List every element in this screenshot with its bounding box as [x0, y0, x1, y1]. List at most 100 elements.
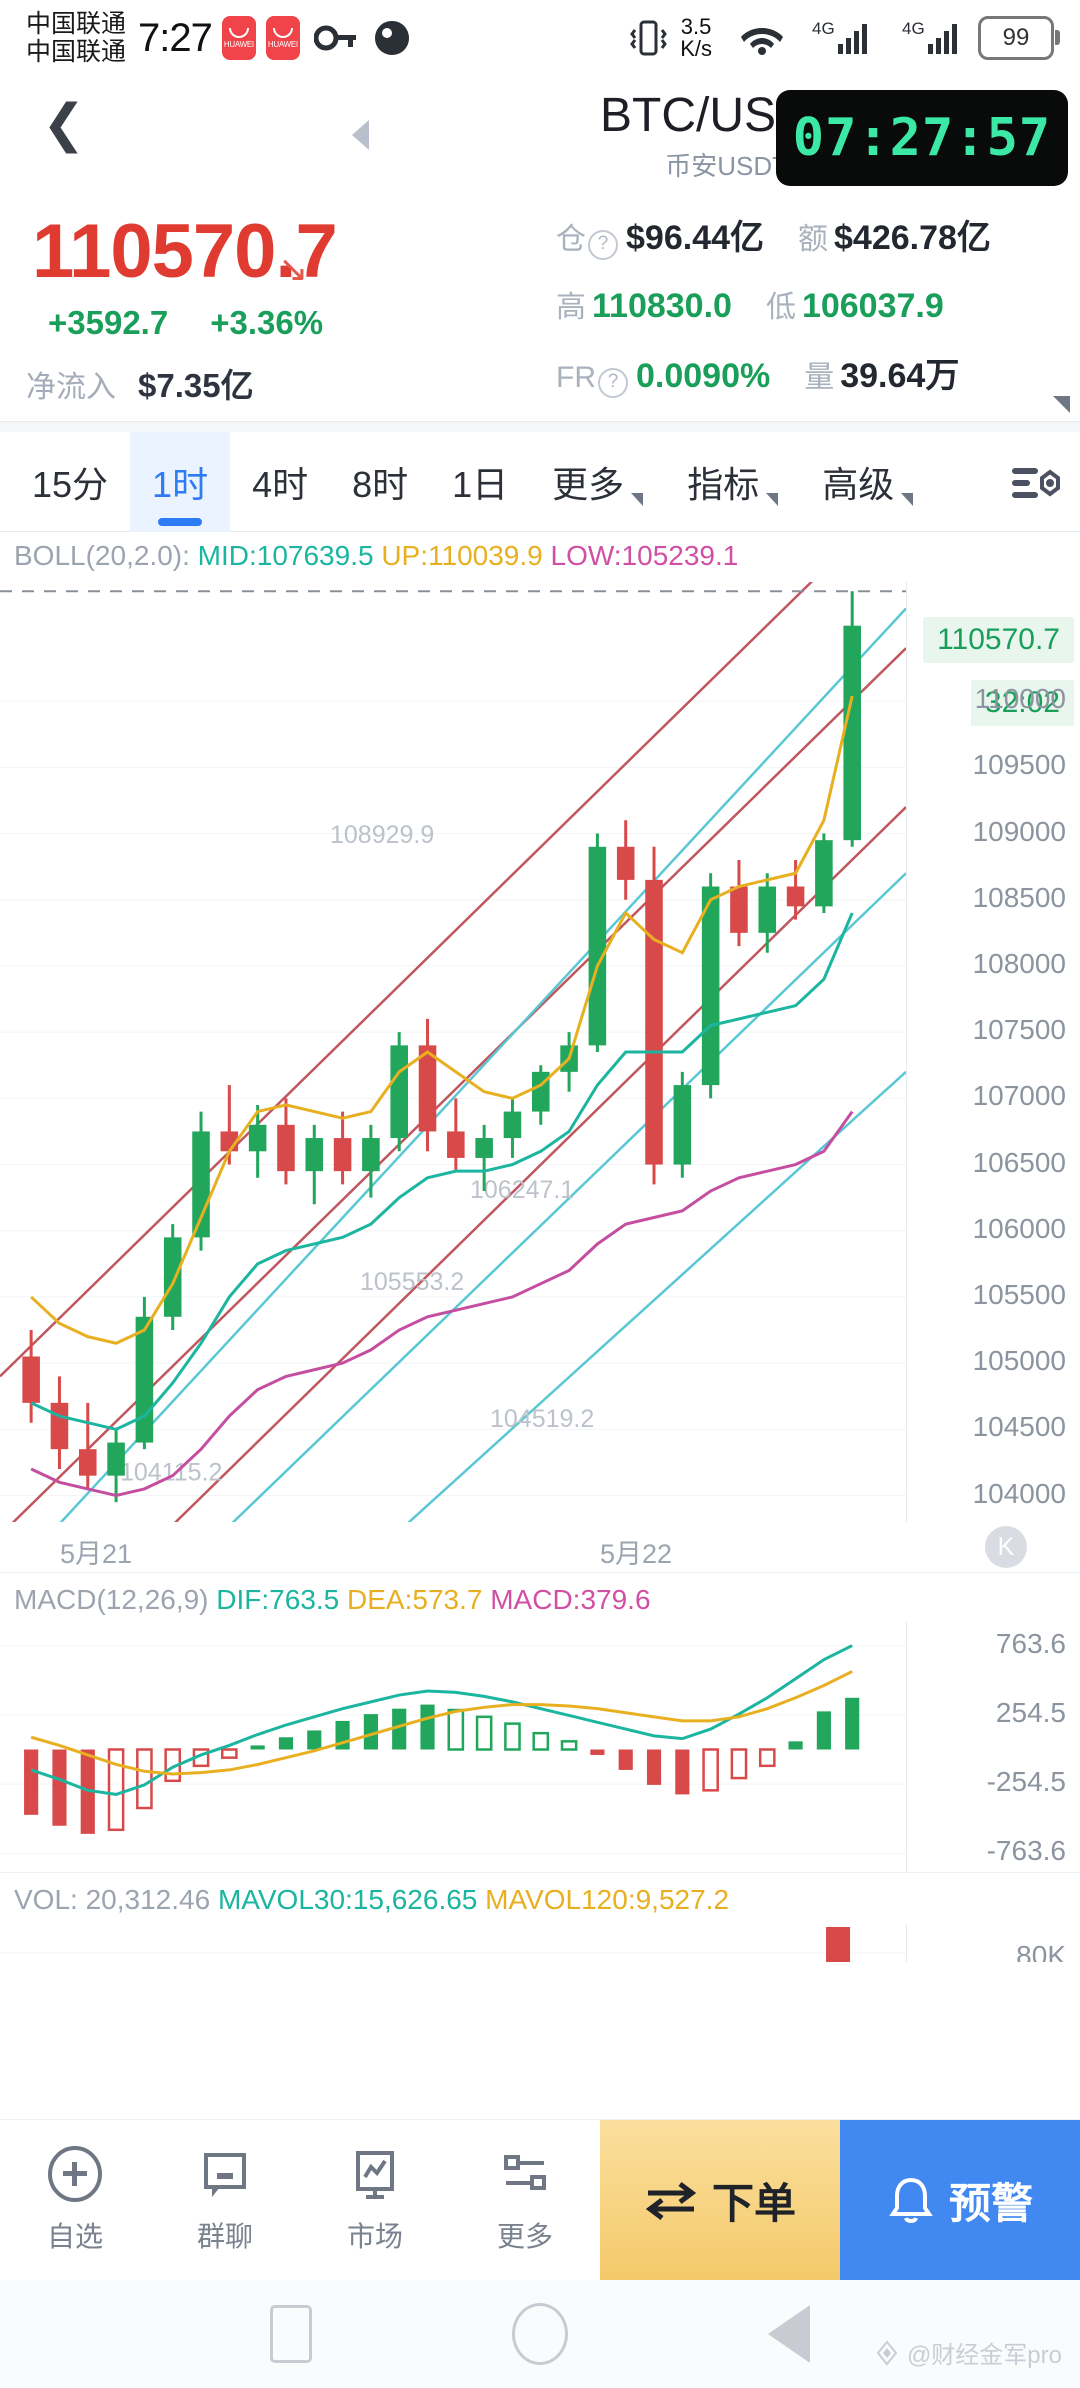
tab-advanced[interactable]: 高级: [800, 432, 935, 532]
network-speed-value: 3.5: [680, 14, 712, 39]
price-axis-line: [906, 582, 907, 1522]
tab-indicators[interactable]: 指标: [665, 432, 800, 532]
price-alert-button[interactable]: 预警: [840, 2120, 1080, 2280]
circle-icon[interactable]: [512, 2303, 568, 2365]
price-tick-107500: 107500: [972, 1014, 1066, 1046]
key-icon: [313, 21, 358, 55]
low-value: 106037.9: [801, 287, 944, 325]
price-tick-108000: 108000: [972, 947, 1066, 979]
macd-dif-label: DIF:763.5: [216, 1584, 340, 1615]
tab-4h[interactable]: 4时: [230, 432, 330, 532]
macd-tick-763.6: 763.6: [995, 1627, 1066, 1659]
bottom-item-market[interactable]: 市场: [300, 2120, 450, 2280]
k-badge-icon[interactable]: K: [985, 1526, 1027, 1568]
price-down-arrow-icon: ↘: [278, 248, 309, 289]
chat-icon: [204, 2153, 246, 2197]
price-chart-svg[interactable]: 110830.0 108929.9 106247.1 105553.2 104519.2…: [0, 582, 906, 1522]
place-order-button[interactable]: 下单: [600, 2120, 840, 2280]
chevron-down-icon-advanced: [901, 492, 914, 506]
status-bar: 中国联通 中国联通 7:27 HUAWEI HUAWEI 3.5 K/s 4G …: [0, 0, 1080, 76]
macd-legend: MACD(12,26,9) DIF:763.5 DEA:573.7 MACD:3…: [14, 1584, 651, 1616]
vol-tick-80k: 80K: [1016, 1940, 1066, 1962]
price-tick-104000: 104000: [972, 1477, 1066, 1509]
tab-8h-label: 8时: [352, 463, 409, 505]
svg-text:110830.0: 110830.0: [560, 582, 667, 585]
tab-1h[interactable]: 1时: [130, 431, 231, 532]
bottom-item-more[interactable]: 更多: [450, 2120, 600, 2280]
open-interest-label: 仓: [556, 223, 586, 256]
bottom-toolbar: 自选 群聊 市场 更多 下单 预警: [0, 2119, 1080, 2280]
turnover-value: $426.78亿: [834, 219, 991, 257]
net-inflow-row: 净流入 $7.35亿: [26, 359, 254, 407]
boll-legend-name: BOLL(20,2.0):: [14, 540, 190, 571]
macd-tick--763.6: -763.6: [986, 1835, 1066, 1867]
price-tick-105000: 105000: [972, 1345, 1066, 1377]
svg-text:104519.2: 104519.2: [490, 1405, 594, 1433]
plus-circle-icon: [48, 2146, 102, 2202]
quote-panel: 110570.7 ↘ +3592.7 +3.36% 净流入 $7.35亿 仓 ?…: [0, 196, 1080, 421]
vol-chart-svg[interactable]: [0, 1927, 906, 1962]
price-tick-106500: 106500: [972, 1146, 1066, 1178]
carrier-line-2: 中国联通: [26, 38, 127, 66]
sliders-icon: [504, 2155, 546, 2190]
price-tick-110000: 110000: [974, 683, 1066, 715]
digital-clock-time: 07:27:57: [792, 108, 1052, 168]
volume-label: 量: [804, 361, 835, 394]
macd-chart-svg[interactable]: [0, 1627, 906, 1872]
square-icon[interactable]: [270, 2305, 312, 2363]
tab-indicators-label: 指标: [687, 463, 760, 505]
tab-1h-label: 1时: [152, 463, 209, 505]
chevron-down-icon-indicators: [766, 492, 779, 506]
watermark-text: @财经金军pro: [906, 2342, 1062, 2369]
open-interest-value: $96.44亿: [626, 219, 764, 257]
huawei-badge-2-label: HUAWEI: [267, 39, 298, 49]
swap-arrows-icon: [645, 2182, 697, 2220]
tab-8h[interactable]: 8时: [330, 432, 430, 532]
page-header: ❮ BTC/USDT 币安USDT永续 07:27:57: [0, 76, 1080, 196]
network-speed: 3.5 K/s: [680, 16, 712, 60]
x-label-1: 5月21: [60, 1539, 133, 1569]
bottom-item-more-label: 更多: [496, 2221, 553, 2252]
chart-area[interactable]: BOLL(20,2.0): MID:107639.5 UP:110039.9 L…: [0, 532, 1080, 1962]
chevron-down-icon-more: [631, 492, 644, 506]
price-tick-106000: 106000: [972, 1212, 1066, 1244]
volume-value: 39.64万: [840, 357, 960, 395]
bottom-item-chat[interactable]: 群聊: [150, 2120, 300, 2280]
svg-text:105553.2: 105553.2: [360, 1268, 464, 1296]
boll-low-label: LOW:105239.1: [550, 540, 739, 571]
net-inflow-value: $7.35亿: [138, 367, 254, 404]
prev-symbol-icon[interactable]: [352, 120, 369, 150]
boll-mid-label: MID:107639.5: [197, 540, 374, 571]
tab-more-label: 更多: [552, 463, 625, 505]
status-bar-time: 7:27: [138, 15, 213, 60]
funding-rate-label: FR: [556, 361, 596, 394]
help-icon-open-interest[interactable]: ?: [588, 230, 618, 260]
tab-1d-label: 1日: [452, 463, 509, 505]
chart-settings-icon[interactable]: [992, 460, 1080, 504]
bottom-item-chat-label: 群聊: [196, 2221, 253, 2252]
stats-row-funding-volume: FR ? 0.0090% 量 39.64万: [556, 348, 1068, 398]
back-icon[interactable]: ❮: [42, 95, 86, 153]
macd-value-label: MACD:379.6: [490, 1584, 651, 1615]
macd-panel-divider: [0, 1572, 1080, 1573]
tab-1d[interactable]: 1日: [430, 432, 530, 532]
expand-quote-icon[interactable]: [1053, 396, 1070, 413]
vol-axis-line: [906, 1924, 907, 1962]
bottom-item-watchlist-label: 自选: [46, 2221, 103, 2252]
change-percent: +3.36%: [210, 304, 324, 341]
bottom-item-watchlist[interactable]: 自选: [0, 2120, 150, 2280]
help-icon-funding-rate[interactable]: ?: [598, 368, 628, 398]
tab-more[interactable]: 更多: [530, 432, 665, 532]
monitor-chart-icon: [356, 2151, 394, 2199]
tab-15m[interactable]: 15分: [10, 432, 130, 532]
vol-legend-name: VOL: 20,312.46: [14, 1884, 211, 1915]
place-order-label: 下单: [711, 2179, 796, 2227]
price-alert-label: 预警: [948, 2179, 1033, 2227]
triangle-back-icon[interactable]: [768, 2305, 810, 2363]
tab-4h-label: 4时: [252, 463, 309, 505]
huawei-badge-1-label: HUAWEI: [223, 39, 254, 49]
watermark: @财经金军pro: [873, 2335, 1062, 2370]
battery-indicator: 99: [978, 16, 1060, 60]
android-nav-bar: [0, 2280, 1080, 2388]
low-label: 低: [765, 291, 796, 324]
